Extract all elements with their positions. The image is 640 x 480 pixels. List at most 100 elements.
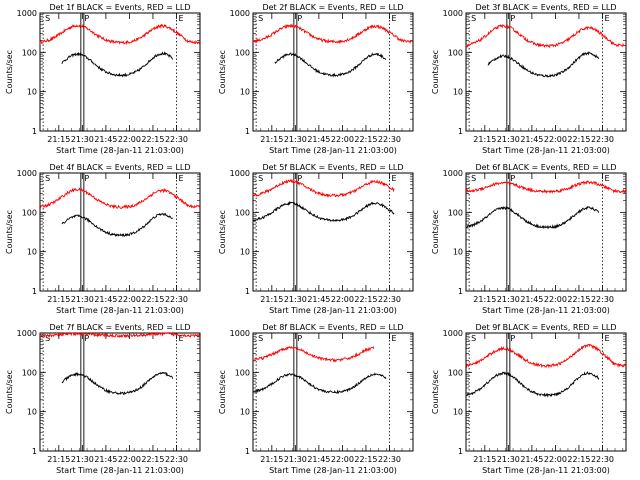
y-tick-label: 1000 [17,169,37,178]
y-tick-label: 1000 [230,9,250,18]
y-tick-label: 1 [458,127,463,136]
x-axis-label: Start Time (28-Jan-11 21:03:00) [56,146,184,155]
panel-det-8: Det 8f BLACK = Events, RED = LLD 1 10 100 10… [218,323,414,475]
plot-frame [465,172,627,292]
marker-label-e: E [604,334,609,343]
x-tick-label: 22:30 [165,295,188,304]
series-lld [252,346,375,363]
panel-title: Det 8f BLACK = Events, RED = LLD [262,323,403,332]
marker-label-s: S [258,14,263,23]
x-tick-label: 22:00 [331,295,354,304]
y-tick-label: 1000 [17,9,37,18]
x-tick-label: 22:30 [165,135,188,144]
panel-title: Det 6f BLACK = Events, RED = LLD [475,163,616,172]
series-events [61,51,173,78]
series-events [252,200,395,222]
x-tick-label: 22:15 [354,295,377,304]
x-tick-label: 21:30 [497,295,520,304]
x-axis-label: Start Time (28-Jan-11 21:03:00) [482,146,610,155]
x-tick-label: 22:00 [118,455,141,464]
panel-title: Det 1f BLACK = Events, RED = LLD [49,3,190,12]
x-tick-label: 22:15 [141,295,164,304]
panel-title: Det 5f BLACK = Events, RED = LLD [262,163,403,172]
y-axis-label: Counts/sec [5,370,14,414]
y-tick-label: 10 [453,408,463,417]
y-tick-label: 100 [235,48,250,57]
x-axis-label: Start Time (28-Jan-11 21:03:00) [482,306,610,315]
x-tick-label: 21:15 [47,135,70,144]
x-tick-label: 22:30 [591,295,614,304]
y-tick-label: 1000 [443,9,463,18]
y-axis-label: Counts/sec [431,50,440,94]
marker-label-e: E [604,174,609,183]
x-tick-label: 21:30 [284,135,307,144]
panel-det-5: Det 5f BLACK = Events, RED = LLD 1 10 100 10… [218,163,414,315]
x-tick-label: 21:15 [473,455,496,464]
x-tick-label: 21:45 [520,295,543,304]
x-tick-label: 22:15 [141,455,164,464]
x-tick-label: 21:30 [497,455,520,464]
marker-label-s: S [471,174,476,183]
plot-frame [465,12,627,132]
series-lld [252,23,414,45]
x-tick-label: 22:15 [567,135,590,144]
panel-det-6: Det 6f BLACK = Events, RED = LLD 1 10 100 10… [431,163,627,315]
y-tick-label: 1 [245,127,250,136]
y-tick-label: 10 [27,408,37,417]
x-tick-label: 21:45 [307,455,330,464]
panel-det-2: Det 2f BLACK = Events, RED = LLD 1 10 100 10… [218,3,414,155]
series-lld [465,343,627,369]
x-tick-label: 21:45 [94,295,117,304]
plot-frame [252,172,414,292]
y-tick-label: 1000 [230,329,250,338]
series-lld [39,331,201,339]
y-tick-label: 1000 [443,329,463,338]
y-tick-label: 1 [32,447,37,456]
series-lld [252,178,395,198]
y-tick-label: 1 [32,127,37,136]
marker-label-s: S [45,14,50,23]
series-lld [465,24,627,49]
y-tick-label: 100 [448,368,463,377]
x-tick-label: 21:45 [520,135,543,144]
x-tick-label: 21:30 [284,295,307,304]
marker-label-s: S [45,174,50,183]
y-tick-label: 10 [27,88,37,97]
y-tick-label: 100 [448,208,463,217]
plot-frame [252,12,414,132]
y-tick-label: 1000 [443,169,463,178]
x-tick-label: 22:00 [544,295,567,304]
marker-label-s: S [471,334,476,343]
y-tick-label: 10 [453,248,463,257]
panel-det-1: Det 1f BLACK = Events, RED = LLD 1 10 100 10… [5,3,201,155]
y-tick-label: 10 [240,408,250,417]
x-tick-label: 22:00 [331,455,354,464]
marker-label-e: E [391,334,396,343]
y-axis-label: Counts/sec [218,370,227,414]
y-axis-label: Counts/sec [431,370,440,414]
x-tick-label: 22:30 [591,455,614,464]
y-tick-label: 10 [453,88,463,97]
series-events [252,372,387,395]
panel-det-3: Det 3f BLACK = Events, RED = LLD 1 10 100 10… [431,3,627,155]
x-tick-label: 21:15 [260,455,283,464]
series-lld [39,23,201,46]
panel-title: Det 2f BLACK = Events, RED = LLD [262,3,403,12]
y-tick-label: 100 [22,48,37,57]
x-tick-label: 21:45 [94,135,117,144]
panel-title: Det 3f BLACK = Events, RED = LLD [475,3,616,12]
marker-label-p: P [84,174,89,183]
y-tick-label: 100 [22,368,37,377]
x-tick-label: 22:30 [378,295,401,304]
panel-title: Det 9f BLACK = Events, RED = LLD [475,323,616,332]
panel-title: Det 4f BLACK = Events, RED = LLD [49,163,190,172]
y-tick-label: 100 [22,208,37,217]
marker-label-p: P [510,174,515,183]
x-tick-label: 22:00 [118,135,141,144]
x-tick-label: 22:00 [331,135,354,144]
y-tick-label: 1000 [230,169,250,178]
series-events [465,371,600,398]
x-axis-label: Start Time (28-Jan-11 21:03:00) [269,146,397,155]
plot-frame [39,172,201,292]
x-axis-label: Start Time (28-Jan-11 21:03:00) [482,466,610,475]
